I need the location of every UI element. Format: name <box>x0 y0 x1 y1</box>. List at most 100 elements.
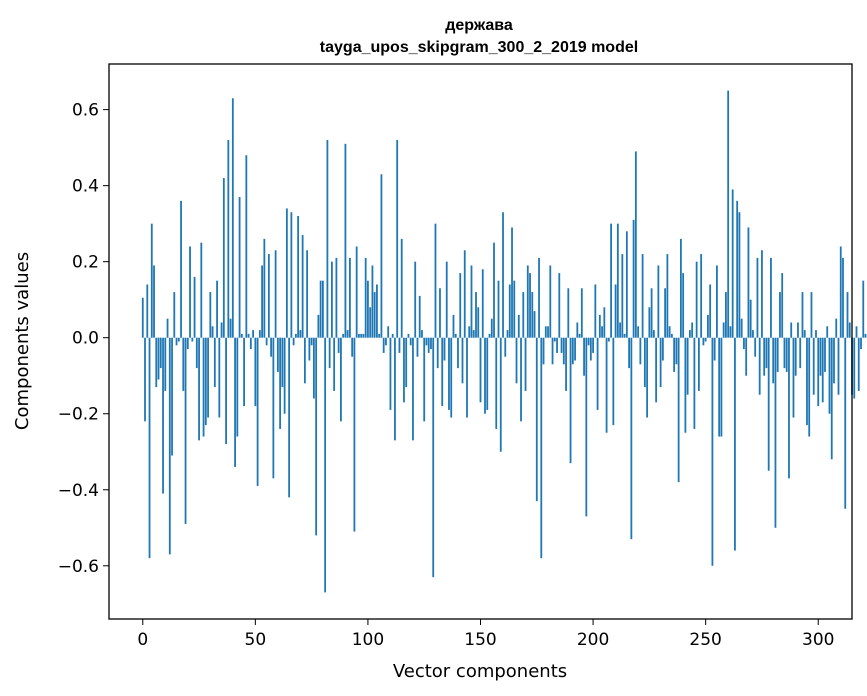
bar-134 <box>443 337 446 361</box>
bar-304 <box>826 326 829 338</box>
bar-246 <box>695 261 698 338</box>
bar-213 <box>621 254 624 338</box>
bar-51 <box>256 337 259 486</box>
bar-277 <box>765 337 768 369</box>
bar-313 <box>846 292 849 338</box>
bar-92 <box>349 257 351 338</box>
bar-286 <box>785 337 788 372</box>
bar-207 <box>607 337 610 342</box>
bar-102 <box>371 265 374 338</box>
bar-266 <box>740 318 743 338</box>
bar-206 <box>605 337 608 433</box>
bar-9 <box>162 337 164 494</box>
bar-249 <box>702 337 705 346</box>
bar-185 <box>558 273 561 338</box>
bar-311 <box>842 257 844 338</box>
bar-159 <box>499 337 502 452</box>
bar-111 <box>391 333 394 338</box>
bar-145 <box>468 326 471 338</box>
bar-90 <box>344 143 347 338</box>
bar-194 <box>578 333 581 338</box>
bar-302 <box>821 337 824 403</box>
bar-95 <box>355 246 358 338</box>
bar-171 <box>526 265 529 338</box>
bar-296 <box>808 337 811 437</box>
bar-234 <box>668 326 671 338</box>
bar-265 <box>738 212 741 338</box>
bar-198 <box>587 337 590 346</box>
x-tick-label: 150 <box>464 630 496 650</box>
bar-84 <box>331 261 333 338</box>
bar-254 <box>713 337 716 361</box>
bar-100 <box>367 280 369 338</box>
bars-group <box>141 90 867 593</box>
bar-62 <box>281 337 284 388</box>
bar-82 <box>326 140 329 338</box>
bar-209 <box>612 337 615 426</box>
bar-267 <box>743 337 745 350</box>
bar-20 <box>186 337 189 350</box>
bar-191 <box>571 337 574 365</box>
bar-52 <box>258 330 261 338</box>
bar-1 <box>144 337 146 422</box>
bar-114 <box>398 337 401 353</box>
bar-178 <box>542 337 545 365</box>
bar-14 <box>173 292 176 338</box>
bar-86 <box>335 257 338 338</box>
bar-55 <box>265 337 268 346</box>
x-tick-label: 50 <box>245 630 267 650</box>
bar-101 <box>369 307 372 338</box>
bar-109 <box>387 326 390 338</box>
bar-72 <box>303 337 306 384</box>
bar-175 <box>535 337 538 502</box>
bar-140 <box>457 337 459 369</box>
bar-236 <box>673 337 676 372</box>
bar-65 <box>288 337 291 498</box>
bar-16 <box>177 337 180 342</box>
bar-299 <box>815 330 817 338</box>
bar-212 <box>619 322 621 338</box>
bar-256 <box>718 337 721 437</box>
bar-44 <box>240 333 243 338</box>
bar-110 <box>389 337 392 410</box>
bar-66 <box>290 212 293 338</box>
bar-164 <box>511 227 513 338</box>
bar-292 <box>799 337 802 369</box>
bar-221 <box>639 337 642 365</box>
bar-270 <box>749 299 752 338</box>
bar-199 <box>589 337 592 361</box>
bar-141 <box>459 273 462 338</box>
bar-196 <box>583 337 585 376</box>
bar-321 <box>864 333 867 338</box>
y-tick-label: 0.6 <box>72 101 99 121</box>
bar-157 <box>495 337 498 429</box>
bar-24 <box>195 337 198 369</box>
bar-211 <box>616 223 619 338</box>
bar-251 <box>707 314 709 338</box>
bar-239 <box>679 238 682 338</box>
bar-173 <box>531 292 534 338</box>
bar-43 <box>238 197 241 338</box>
bar-201 <box>594 284 597 338</box>
bar-162 <box>506 330 509 338</box>
bar-33 <box>216 280 218 338</box>
bar-181 <box>549 265 552 338</box>
bar-15 <box>175 337 178 346</box>
bar-69 <box>297 216 300 338</box>
bar-13 <box>171 337 173 456</box>
bar-4 <box>150 223 153 338</box>
bar-26 <box>200 242 203 338</box>
bar-91 <box>346 330 349 338</box>
bar-223 <box>643 337 646 388</box>
bar-217 <box>630 337 633 540</box>
bar-205 <box>603 307 606 338</box>
bar-25 <box>198 337 200 441</box>
bar-189 <box>567 288 570 338</box>
bar-22 <box>191 337 194 342</box>
bar-112 <box>394 337 396 441</box>
bar-17 <box>180 200 182 338</box>
bar-264 <box>736 200 739 338</box>
bar-272 <box>754 337 757 357</box>
bar-195 <box>580 288 583 338</box>
bar-167 <box>517 314 520 338</box>
